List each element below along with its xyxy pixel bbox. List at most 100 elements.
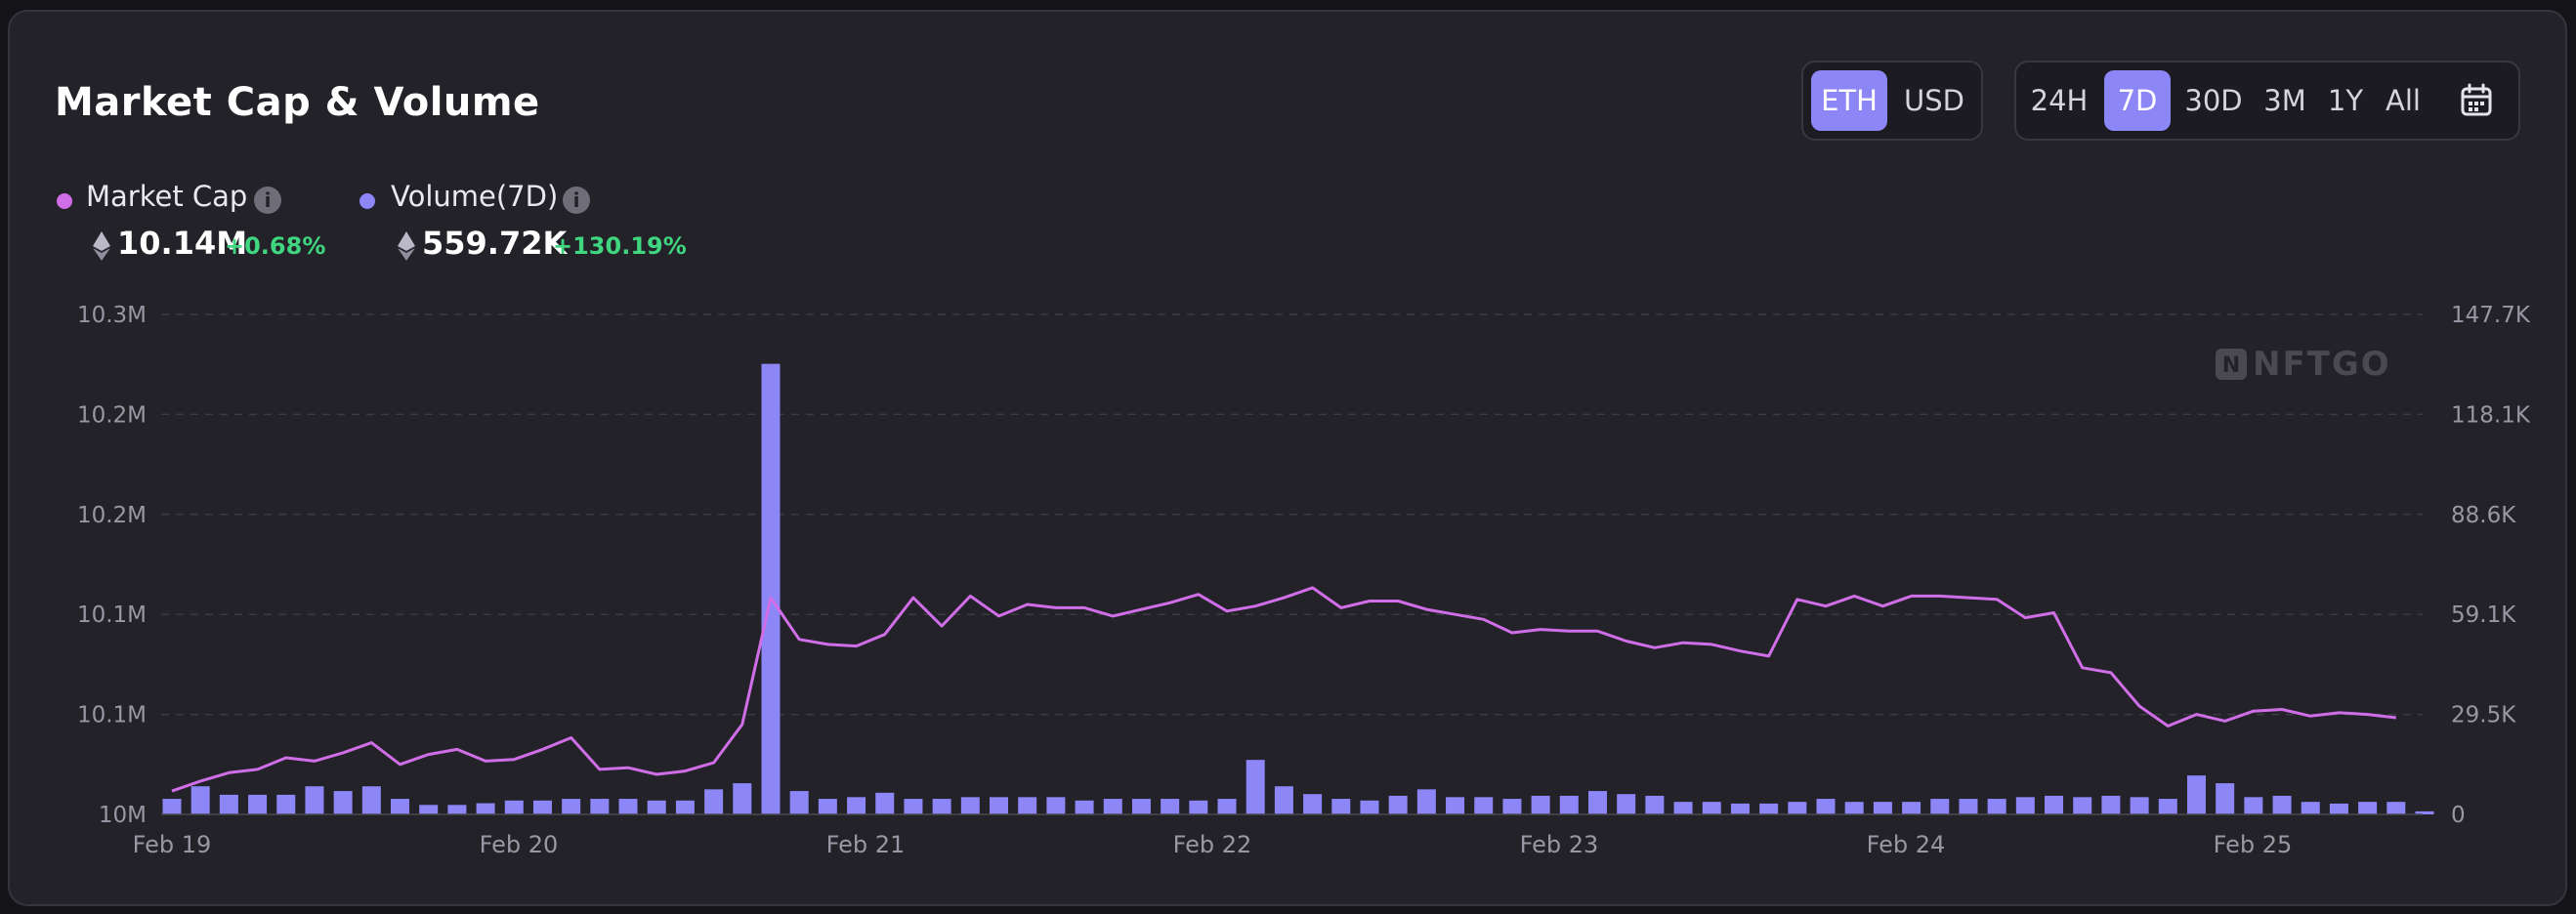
volume-bar[interactable] [1902,802,1921,814]
volume-bar[interactable] [1502,799,1522,814]
volume-bar[interactable] [391,799,410,814]
volume-bar[interactable] [1816,799,1836,814]
volume-bar[interactable] [960,797,980,814]
volume-bar[interactable] [1844,802,1864,814]
volume-bar[interactable] [1959,799,1978,814]
eth-icon [398,231,415,261]
volume-bar[interactable] [618,799,638,814]
volume-bar[interactable] [305,786,324,814]
volume-bar[interactable] [1531,795,1550,814]
volume-bar[interactable] [1046,797,1066,814]
volume-legend-label[interactable]: Volume(7D) [391,180,559,213]
volume-bar[interactable] [1103,799,1122,814]
volume-bar[interactable] [333,791,353,814]
volume-bar[interactable] [761,363,781,814]
range-option-24h[interactable]: 24H [2030,84,2089,117]
market-cap-line[interactable] [171,586,2396,793]
volume-bar[interactable] [733,783,752,814]
volume-bar[interactable] [990,797,1009,814]
volume-bar[interactable] [1018,797,1037,814]
volume-bar[interactable] [162,799,182,814]
volume-bar[interactable] [675,800,695,814]
volume-bar[interactable] [1303,794,1323,814]
volume-bar[interactable] [1416,789,1436,814]
volume-bar[interactable] [2130,797,2149,814]
volume-bar[interactable] [2216,783,2235,814]
volume-bar[interactable] [1617,794,1636,814]
volume-bar[interactable] [1645,795,1665,814]
volume-bar[interactable] [2358,802,2378,814]
volume-bar[interactable] [2073,797,2092,814]
nftgo-watermark: N NFTGO [2216,345,2389,384]
volume-bar[interactable] [1987,799,2006,814]
volume-bar[interactable] [2329,803,2348,814]
volume-bar[interactable] [2272,795,2292,814]
volume-bar[interactable] [2301,802,2320,814]
volume-bar[interactable] [447,805,467,814]
volume-bar[interactable] [789,791,809,814]
volume-bar[interactable] [1587,791,1607,814]
volume-bar[interactable] [504,800,524,814]
volume-bar[interactable] [276,794,296,814]
volume-info-icon[interactable]: i [563,187,590,214]
volume-bar[interactable] [1131,799,1151,814]
volume-bar[interactable] [2386,802,2406,814]
volume-bar[interactable] [1388,795,1408,814]
volume-bar[interactable] [2415,810,2434,814]
volume-bar[interactable] [1189,800,1208,814]
range-option-all[interactable]: All [2386,84,2421,117]
range-option-1y[interactable]: 1Y [2327,84,2364,117]
volume-bar[interactable] [704,789,724,814]
volume-bar[interactable] [1559,795,1579,814]
volume-bar[interactable] [904,799,923,814]
volume-bar[interactable] [1360,800,1379,814]
volume-bar[interactable] [847,797,866,814]
volume-bar[interactable] [1075,800,1094,814]
volume-bar[interactable] [1730,803,1750,814]
volume-bar[interactable] [2244,797,2263,814]
y-left-tick-label: 10M [99,803,147,828]
volume-bar[interactable] [2015,797,2035,814]
svg-text:N: N [2222,353,2240,378]
volume-bar[interactable] [219,794,238,814]
volume-bar[interactable] [1759,803,1779,814]
market-cap-info-icon[interactable]: i [254,187,281,214]
volume-bar[interactable] [1446,797,1465,814]
volume-bar[interactable] [1161,799,1180,814]
volume-bar[interactable] [190,786,210,814]
volume-bar[interactable] [1246,760,1265,814]
volume-bar[interactable] [476,803,495,814]
volume-bar[interactable] [248,794,268,814]
y-left-tick-label: 10.2M [77,402,147,428]
range-option-7d[interactable]: 7D [2104,70,2171,131]
volume-bar[interactable] [1673,802,1693,814]
volume-bar[interactable] [1474,797,1494,814]
volume-bar[interactable] [590,799,610,814]
volume-bar[interactable] [932,799,951,814]
volume-bar[interactable] [1930,799,1950,814]
currency-option-eth[interactable]: ETH [1811,70,1887,131]
volume-bar[interactable] [2186,775,2206,814]
volume-bar[interactable] [1873,802,1892,814]
volume-bar[interactable] [1274,786,1293,814]
currency-option-usd[interactable]: USD [1904,84,1964,117]
volume-bar[interactable] [647,800,666,814]
volume-bar[interactable] [2158,799,2177,814]
range-option-30d[interactable]: 30D [2184,84,2243,117]
volume-bar[interactable] [361,786,381,814]
volume-bar[interactable] [2045,795,2064,814]
market-cap-legend-label[interactable]: Market Cap [86,180,248,213]
volume-bar[interactable] [818,799,837,814]
volume-bar[interactable] [419,805,439,814]
volume-bar[interactable] [2101,795,2121,814]
volume-bar[interactable] [532,800,552,814]
volume-bar[interactable] [875,792,895,814]
volume-bar[interactable] [562,799,581,814]
range-option-3m[interactable]: 3M [2263,84,2306,117]
volume-bar[interactable] [1702,802,1721,814]
volume-bar[interactable] [1331,799,1351,814]
volume-bar[interactable] [1217,799,1237,814]
volume-bar[interactable] [1788,802,1807,814]
calendar-icon[interactable] [2452,76,2501,125]
currency-toggle: ETH USD [1801,61,1983,141]
